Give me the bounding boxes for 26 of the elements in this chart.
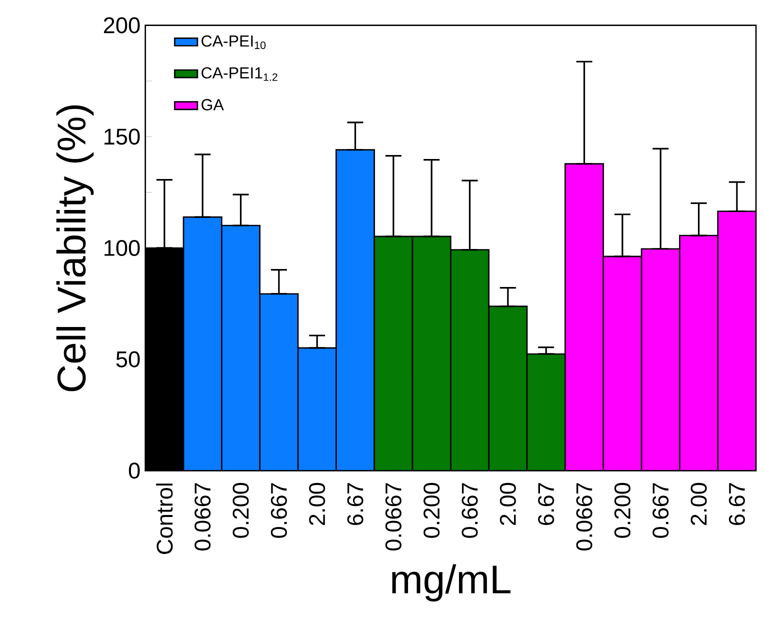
x-tick-label: 6.67 — [728, 483, 745, 526]
y-axis-title: Cell Viability (%) — [56, 106, 94, 392]
y-tick-label: 150 — [104, 128, 140, 145]
x-tick-label: 2.00 — [309, 483, 326, 526]
x-axis-title: mg/mL — [392, 564, 510, 602]
y-tick-label: 100 — [104, 240, 140, 256]
x-tick-label: 0.667 — [270, 483, 287, 538]
y-tick-label: 50 — [116, 351, 140, 368]
x-tick-label: 0.200 — [614, 483, 630, 538]
x-tick-label: 0.667 — [462, 483, 478, 538]
x-tick-label: 2.00 — [690, 483, 707, 526]
y-tick-label: 200 — [104, 17, 140, 34]
x-tick-label: 0.0667 — [385, 483, 402, 551]
x-tick-label: 0.200 — [424, 483, 440, 538]
y-tick-label: 0 — [128, 462, 140, 479]
x-tick-label: 2.00 — [500, 483, 516, 526]
x-tick-label: 0.0667 — [576, 483, 592, 551]
x-tick-label: 0.200 — [232, 483, 249, 538]
x-tick-label: 0.667 — [652, 483, 669, 538]
legend-label: GA — [202, 99, 224, 111]
x-tick-label: 6.67 — [347, 483, 364, 526]
x-tick-label: 6.67 — [538, 483, 554, 526]
legend-label: CA-PEI1$_{1.2}$ — [202, 67, 278, 81]
x-tick-label: Control — [156, 484, 173, 554]
legend-label: CA-PEI$_{10}$ — [202, 36, 266, 50]
x-tick-label: 0.0667 — [194, 483, 211, 551]
